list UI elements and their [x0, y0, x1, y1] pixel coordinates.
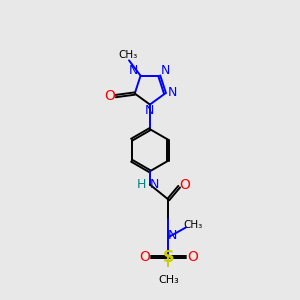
Text: N: N	[161, 64, 170, 76]
Text: CH₃: CH₃	[183, 220, 203, 230]
Text: CH₃: CH₃	[158, 274, 179, 285]
Text: CH₃: CH₃	[118, 50, 137, 60]
Text: O: O	[179, 178, 190, 192]
Text: N: N	[167, 86, 177, 99]
Text: N: N	[145, 104, 154, 117]
Text: N: N	[150, 178, 159, 191]
Text: N: N	[129, 64, 138, 76]
Text: S: S	[163, 250, 174, 265]
Text: O: O	[104, 89, 115, 103]
Text: O: O	[187, 250, 198, 264]
Text: N: N	[167, 230, 177, 242]
Text: O: O	[139, 250, 150, 264]
Text: H: H	[137, 178, 146, 191]
